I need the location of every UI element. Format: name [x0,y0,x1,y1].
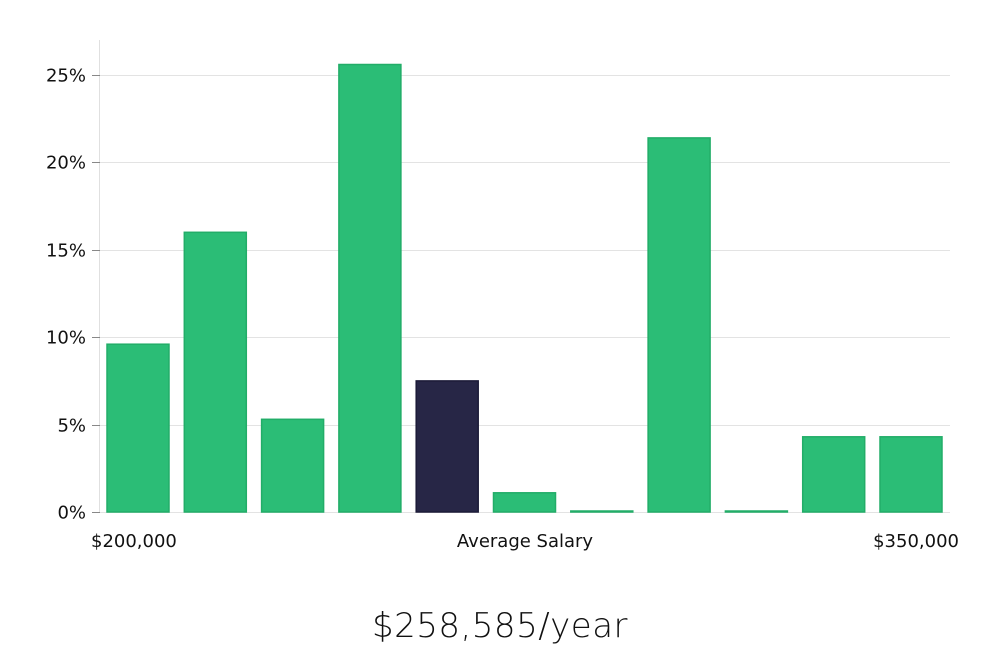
bar-10 [879,436,943,513]
y-tick-label-2: 10% [46,328,86,349]
bars [106,63,943,513]
y-axis-ticks: 0% 5% 10% 15% 20% 25% [46,66,100,524]
bar-1 [183,231,248,513]
bar-3 [338,63,402,513]
bar-7 [647,137,711,513]
x-tick-label-max: $350,000 [873,531,959,552]
x-axis-labels: $200,000 Average Salary $350,000 [91,531,959,552]
bar-2 [260,418,325,513]
average-salary-value: $258,585/year [371,606,629,646]
bar-6 [570,510,634,513]
y-tick-label-0: 0% [57,503,86,524]
y-tick-label-5: 25% [46,66,86,87]
y-tick-label-4: 20% [46,153,86,174]
bar-9 [801,436,866,513]
x-tick-label-min: $200,000 [91,531,177,552]
bar-8 [724,510,789,513]
y-tick-label-3: 15% [46,241,86,262]
y-tick-label-1: 5% [57,416,86,437]
bar-4-average [415,380,479,513]
bar-0 [106,343,170,513]
x-axis-label-average: Average Salary [457,531,594,552]
bar-5 [492,492,557,513]
